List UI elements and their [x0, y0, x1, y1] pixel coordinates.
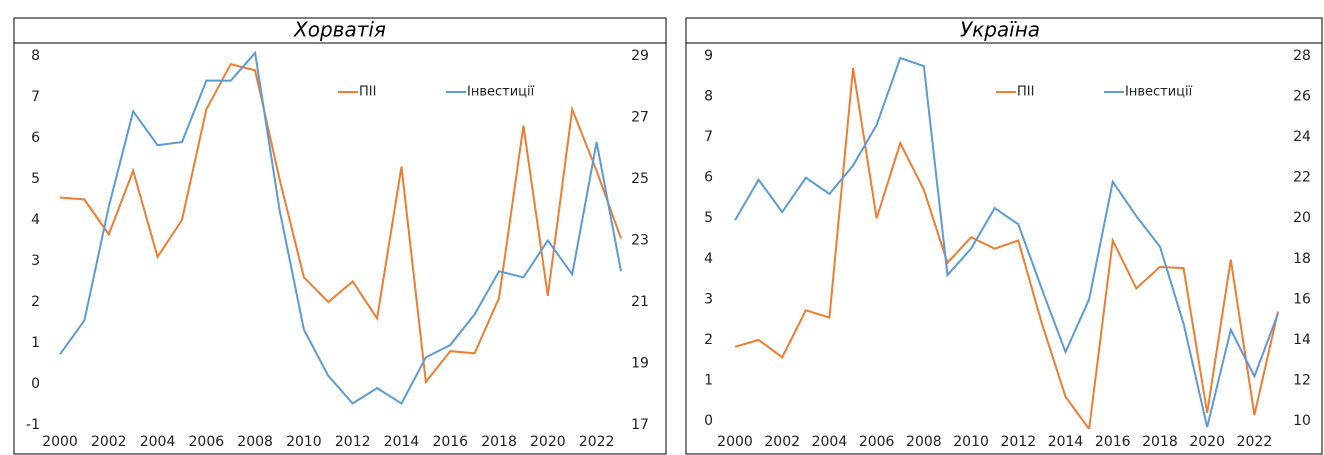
x-tick-label: 2018: [1142, 434, 1178, 450]
x-tick-label: 2004: [812, 434, 848, 450]
y-tick-label: 7: [704, 129, 713, 145]
y-tick-label: 6: [704, 170, 713, 186]
y-tick-label: -1: [26, 417, 40, 433]
legend-label: Інвестиції: [467, 85, 535, 100]
y2-tick-label: 16: [1293, 291, 1311, 307]
x-tick-label: 2022: [1237, 434, 1273, 450]
y-tick-label: 1: [704, 372, 713, 388]
x-tick-label: 2002: [91, 434, 127, 450]
x-tick-label: 2020: [530, 434, 566, 450]
y2-tick-label: 19: [631, 356, 649, 372]
y2-tick-label: 28: [1293, 48, 1311, 64]
x-tick-label: 2016: [432, 434, 468, 450]
x-tick-label: 2016: [1095, 434, 1131, 450]
series-line: [734, 68, 1279, 429]
legend-label: Інвестиції: [1125, 85, 1193, 100]
y-tick-label: 8: [704, 89, 713, 105]
y-tick-label: 2: [704, 332, 713, 348]
panel-title: Україна: [960, 18, 1040, 42]
x-tick-label: 2006: [189, 434, 225, 450]
x-tick-label: 2012: [335, 434, 371, 450]
y-tick-label: 3: [31, 253, 40, 269]
x-tick-label: 2010: [953, 434, 989, 450]
y-tick-label: 5: [31, 171, 40, 187]
x-tick-label: 2018: [481, 434, 517, 450]
y-tick-label: 2: [31, 294, 40, 310]
background: [0, 0, 1324, 10]
y-tick-label: 3: [704, 291, 713, 307]
y2-tick-label: 22: [1293, 170, 1311, 186]
panel-border: [685, 17, 1323, 455]
y-tick-label: 1: [31, 335, 40, 351]
y2-tick-label: 10: [1293, 413, 1311, 429]
y2-tick-label: 27: [631, 110, 649, 126]
x-tick-label: 2000: [717, 434, 753, 450]
y-tick-label: 4: [31, 212, 40, 228]
y2-tick-label: 18: [1293, 251, 1311, 267]
x-tick-label: 2020: [1189, 434, 1225, 450]
series-line: [59, 50, 622, 405]
x-tick-label: 2000: [42, 434, 78, 450]
x-tick-label: 2006: [859, 434, 895, 450]
x-tick-label: 2014: [1048, 434, 1084, 450]
y2-tick-label: 23: [631, 233, 649, 249]
y2-tick-label: 24: [1293, 129, 1311, 145]
series-line: [734, 56, 1279, 428]
y-tick-label: 0: [31, 376, 40, 392]
x-tick-label: 2012: [1000, 434, 1036, 450]
panel-border: [13, 17, 667, 455]
y-tick-label: 5: [704, 210, 713, 226]
y2-tick-label: 14: [1293, 332, 1311, 348]
x-tick-label: 2014: [384, 434, 420, 450]
y-tick-label: 7: [31, 89, 40, 105]
y-tick-label: 9: [704, 48, 713, 64]
y2-tick-label: 21: [631, 294, 649, 310]
series-line: [59, 63, 622, 385]
y2-tick-label: 17: [631, 417, 649, 433]
y2-tick-label: 29: [631, 48, 649, 64]
y2-tick-label: 25: [631, 171, 649, 187]
y-tick-label: 8: [31, 48, 40, 64]
legend-label: ПІІ: [359, 85, 376, 100]
x-tick-label: 2002: [764, 434, 800, 450]
y2-tick-label: 12: [1293, 372, 1311, 388]
y-tick-label: 6: [31, 130, 40, 146]
y-tick-label: 0: [704, 413, 713, 429]
x-tick-label: 2022: [579, 434, 615, 450]
x-tick-label: 2008: [906, 434, 942, 450]
y-tick-label: 4: [704, 251, 713, 267]
x-tick-label: 2010: [286, 434, 322, 450]
x-tick-label: 2008: [237, 434, 273, 450]
y2-tick-label: 26: [1293, 89, 1311, 105]
panel-title: Хорватія: [293, 18, 386, 42]
x-tick-label: 2004: [140, 434, 176, 450]
y2-tick-label: 20: [1293, 210, 1311, 226]
legend-label: ПІІ: [1017, 85, 1034, 100]
